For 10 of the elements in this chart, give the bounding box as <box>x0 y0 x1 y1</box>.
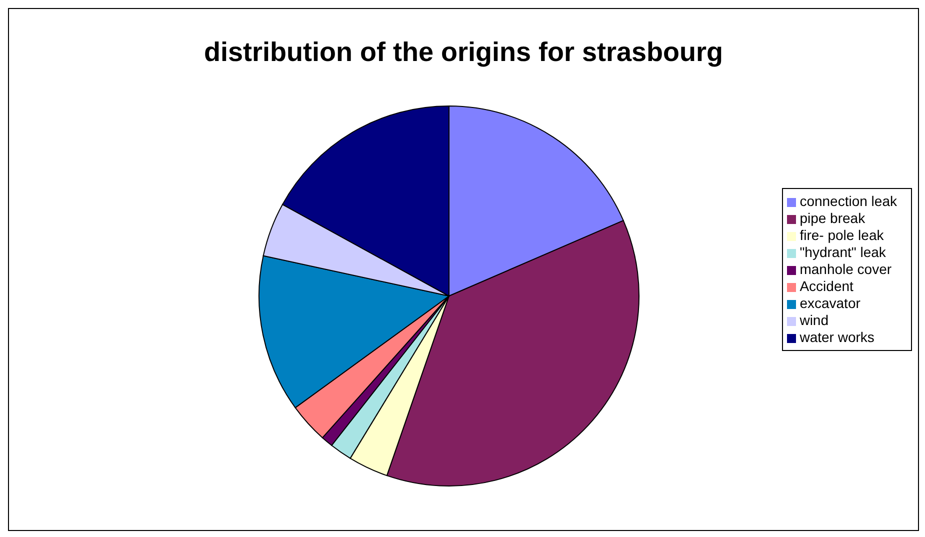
legend-label: pipe break <box>800 210 866 226</box>
legend-label: excavator <box>800 295 860 311</box>
legend-label: connection leak <box>800 193 897 209</box>
legend-label: wind <box>800 312 828 328</box>
legend-label: "hydrant" leak <box>800 244 886 260</box>
legend-label: manhole cover <box>800 261 892 277</box>
legend-label: fire- pole leak <box>800 227 884 243</box>
legend-label: Accident <box>800 278 854 294</box>
legend-label: water works <box>800 329 874 345</box>
chart-title: distribution of the origins for strasbourg <box>203 37 724 68</box>
